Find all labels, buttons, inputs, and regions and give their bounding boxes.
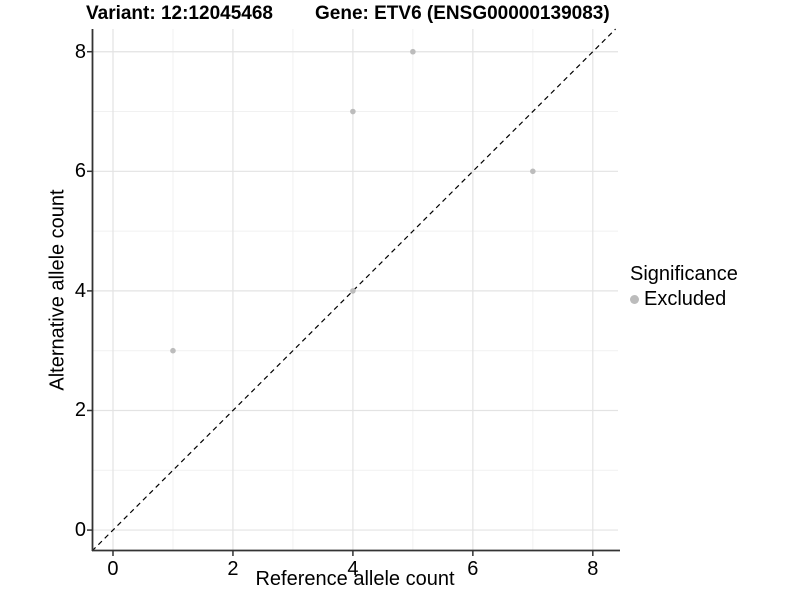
data-point	[350, 108, 356, 115]
x-tick-label: 2	[227, 558, 239, 580]
y-axis-title: Alternative allele count	[46, 189, 69, 391]
x-axis-title: Reference allele count	[255, 568, 455, 590]
data-point	[170, 347, 176, 354]
x-tick-label: 8	[587, 558, 599, 580]
plot-panel	[87, 28, 620, 556]
x-tick-label: 4	[347, 558, 359, 580]
gene-title: Gene: ETV6 (ENSG00000139083)	[315, 3, 610, 24]
legend-title: Significance	[630, 263, 738, 285]
data-point	[350, 288, 356, 294]
legend: Significance Excluded	[630, 262, 738, 311]
x-tick-label: 0	[107, 558, 119, 580]
legend-item-label: Excluded	[644, 288, 727, 310]
y-tick-label: 0	[74, 519, 86, 542]
y-tick-label: 4	[74, 279, 86, 302]
data-point	[410, 48, 416, 55]
data-point	[530, 168, 536, 175]
variant-title: Variant: 12:12045468	[86, 3, 273, 24]
y-tick-label: 8	[74, 40, 86, 63]
x-tick-label: 6	[467, 558, 479, 580]
y-tick-label: 2	[74, 399, 86, 422]
legend-item-excluded: Excluded	[630, 287, 738, 311]
legend-key-dot-icon	[630, 294, 639, 304]
y-tick-label: 6	[74, 160, 86, 183]
